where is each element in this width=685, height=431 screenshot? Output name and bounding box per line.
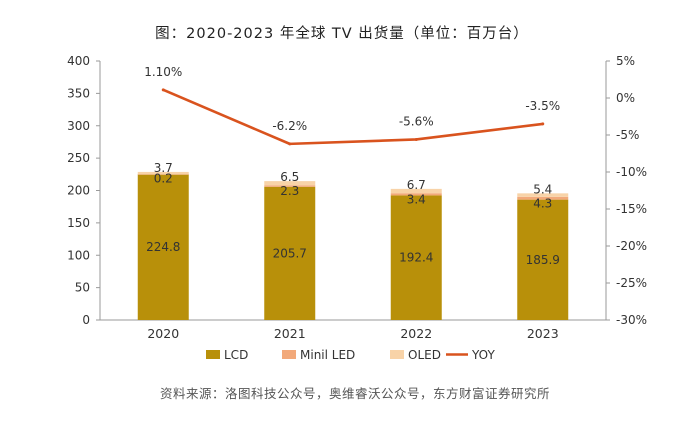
bar-oled bbox=[137, 171, 189, 175]
left-tick-label: 200 bbox=[67, 184, 90, 198]
left-tick-label: 50 bbox=[75, 281, 90, 295]
yoy-point bbox=[541, 122, 545, 126]
bar-data-label: 3.7 bbox=[154, 161, 173, 175]
bar-minil-led bbox=[517, 196, 569, 200]
x-tick-label: 2022 bbox=[400, 326, 432, 341]
yoy-data-label: 1.10% bbox=[144, 65, 182, 79]
left-tick-label: 250 bbox=[67, 151, 90, 165]
bar-data-label: 5.4 bbox=[533, 182, 552, 196]
yoy-data-label: -5.6% bbox=[399, 114, 434, 128]
chart-title: 图：2020-2023 年全球 TV 出货量（单位：百万台） bbox=[155, 24, 529, 42]
bar-lcd bbox=[264, 186, 316, 320]
bar-data-label: 3.4 bbox=[407, 192, 426, 206]
bar-data-label: 224.8 bbox=[146, 240, 180, 254]
right-tick-label: 5% bbox=[616, 54, 635, 68]
left-tick-label: 400 bbox=[67, 54, 90, 68]
left-tick-label: 350 bbox=[67, 86, 90, 100]
legend-label: YOY bbox=[471, 348, 495, 362]
bar-data-label: 192.4 bbox=[399, 251, 433, 265]
right-tick-label: -20% bbox=[616, 239, 647, 253]
legend-swatch-oled bbox=[390, 350, 404, 359]
x-tick-label: 2020 bbox=[147, 326, 179, 341]
yoy-data-label: -6.2% bbox=[272, 119, 307, 133]
yoy-point bbox=[161, 88, 165, 92]
bar-data-label: 4.3 bbox=[533, 197, 552, 211]
bar-data-label: 0.2 bbox=[154, 171, 173, 185]
right-tick-label: 0% bbox=[616, 91, 635, 105]
bar-data-label: 185.9 bbox=[526, 253, 560, 267]
bar-oled bbox=[390, 188, 442, 194]
left-tick-label: 100 bbox=[67, 248, 90, 262]
x-tick-label: 2021 bbox=[274, 326, 306, 341]
bar-data-label: 205.7 bbox=[273, 246, 307, 260]
bar-data-label: 6.7 bbox=[407, 178, 426, 192]
bar-minil-led bbox=[137, 174, 189, 175]
legend-swatch-minil-led bbox=[282, 350, 296, 359]
bar-data-label: 6.5 bbox=[280, 170, 299, 184]
bar-minil-led bbox=[390, 193, 442, 196]
left-tick-label: 0 bbox=[82, 313, 90, 327]
legend-label: LCD bbox=[224, 348, 248, 362]
right-tick-label: -25% bbox=[616, 276, 647, 290]
bar-minil-led bbox=[264, 185, 316, 187]
x-tick-label: 2023 bbox=[527, 326, 559, 341]
bar-oled bbox=[517, 193, 569, 197]
bar-data-label: 2.3 bbox=[280, 184, 299, 198]
legend-swatch-lcd bbox=[206, 350, 220, 359]
plot-area: 0 50 100 150 200 250 300 350 400 5% 0% -5% -10% -15% -… bbox=[67, 54, 647, 341]
left-tick-label: 150 bbox=[67, 216, 90, 230]
legend-label: Minil LED bbox=[300, 348, 355, 362]
bar-oled bbox=[264, 181, 316, 186]
yoy-point bbox=[414, 137, 418, 141]
left-tick-label: 300 bbox=[67, 119, 90, 133]
right-tick-label: -30% bbox=[616, 313, 647, 327]
yoy-point bbox=[288, 142, 292, 146]
right-tick-label: -5% bbox=[616, 128, 639, 142]
legend: LCD Minil LED OLED YOY bbox=[206, 348, 495, 362]
right-tick-label: -15% bbox=[616, 202, 647, 216]
bar-lcd bbox=[137, 174, 189, 320]
yoy-line bbox=[162, 88, 543, 146]
right-tick-label: -10% bbox=[616, 165, 647, 179]
legend-label: OLED bbox=[408, 348, 441, 362]
bar-lcd bbox=[390, 195, 442, 320]
yoy-data-label: -3.5% bbox=[525, 99, 560, 113]
bar-lcd bbox=[517, 199, 569, 320]
source-note: 资料来源：洛图科技公众号，奥维睿沃公众号，东方财富证券研究所 bbox=[160, 386, 550, 401]
